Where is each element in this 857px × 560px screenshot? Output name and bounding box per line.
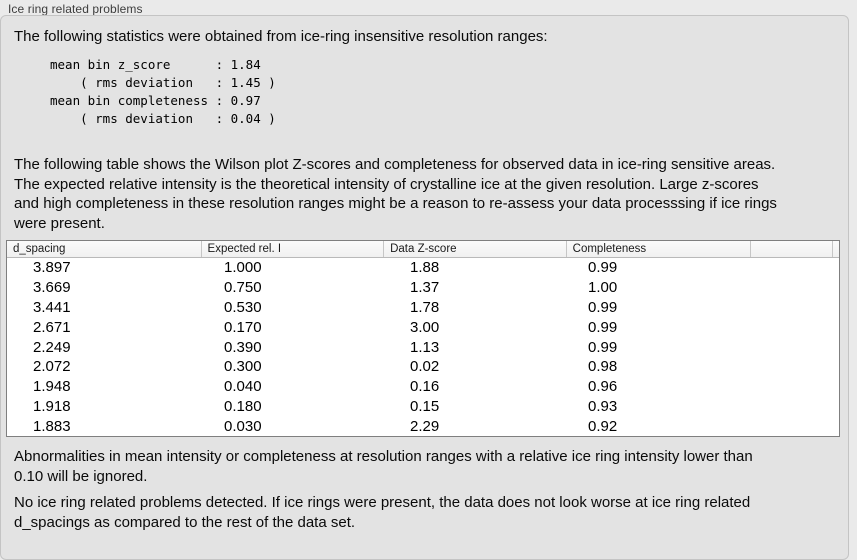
table-row[interactable]: 2.671 0.170 3.00 0.99 <box>7 317 839 337</box>
cell-completeness: 1.00 <box>588 279 618 297</box>
cell-expected-rel-i: 0.300 <box>224 358 262 376</box>
cell-expected-rel-i: 0.390 <box>224 338 262 356</box>
cell-data-z-score: 0.15 <box>410 397 440 415</box>
table-row[interactable]: 1.948 0.040 0.16 0.96 <box>7 377 839 397</box>
cell-data-z-score: 0.02 <box>410 358 440 376</box>
stats-block: mean bin z_score : 1.84 ( rms deviation … <box>50 57 276 126</box>
cell-d-spacing: 1.883 <box>33 417 71 435</box>
ice-ring-panel: The following statistics were obtained f… <box>0 15 849 560</box>
cell-expected-rel-i: 1.000 <box>224 259 262 277</box>
cell-d-spacing: 3.669 <box>33 279 71 297</box>
cell-d-spacing: 2.249 <box>33 338 71 356</box>
table-row[interactable]: 2.072 0.300 0.02 0.98 <box>7 357 839 377</box>
table-row[interactable]: 3.669 0.750 1.37 1.00 <box>7 278 839 298</box>
cell-data-z-score: 1.13 <box>410 338 440 356</box>
column-header-empty[interactable] <box>751 241 834 257</box>
table-row[interactable]: 2.249 0.390 1.13 0.99 <box>7 337 839 357</box>
table-row[interactable]: 1.883 0.030 2.29 0.92 <box>7 416 839 436</box>
cell-d-spacing: 3.441 <box>33 298 71 316</box>
table-row[interactable]: 3.441 0.530 1.78 0.99 <box>7 298 839 318</box>
cell-completeness: 0.98 <box>588 358 618 376</box>
cell-data-z-score: 1.37 <box>410 279 440 297</box>
cell-d-spacing: 3.897 <box>33 259 71 277</box>
cell-completeness: 0.99 <box>588 298 618 316</box>
table-header-row: d_spacing Expected rel. I Data Z-score C… <box>7 241 839 258</box>
stats-intro-text: The following statistics were obtained f… <box>14 28 548 45</box>
cell-d-spacing: 1.918 <box>33 397 71 415</box>
cell-completeness: 0.99 <box>588 338 618 356</box>
cell-d-spacing: 1.948 <box>33 378 71 396</box>
column-header-data-z-score[interactable]: Data Z-score <box>384 241 567 257</box>
column-header-filler <box>833 241 839 257</box>
cell-completeness: 0.92 <box>588 417 618 435</box>
table-body: 3.897 1.000 1.88 0.99 3.669 0.750 1.37 1… <box>7 258 839 436</box>
ignore-rule-text: Abnormalities in mean intensity or compl… <box>14 448 753 485</box>
cell-completeness: 0.99 <box>588 318 618 336</box>
cell-expected-rel-i: 0.180 <box>224 397 262 415</box>
cell-expected-rel-i: 0.530 <box>224 298 262 316</box>
cell-completeness: 0.93 <box>588 397 618 415</box>
cell-completeness: 0.99 <box>588 259 618 277</box>
column-header-expected-rel-i[interactable]: Expected rel. I <box>202 241 385 257</box>
cell-expected-rel-i: 0.030 <box>224 417 262 435</box>
table-intro-text: The following table shows the Wilson plo… <box>14 156 777 232</box>
cell-expected-rel-i: 0.750 <box>224 279 262 297</box>
column-header-completeness[interactable]: Completeness <box>567 241 752 257</box>
cell-d-spacing: 2.072 <box>33 358 71 376</box>
column-header-d-spacing[interactable]: d_spacing <box>7 241 202 257</box>
conclusion-text: No ice ring related problems detected. I… <box>14 494 751 531</box>
cell-d-spacing: 2.671 <box>33 318 71 336</box>
cell-data-z-score: 3.00 <box>410 318 440 336</box>
cell-expected-rel-i: 0.170 <box>224 318 262 336</box>
cell-data-z-score: 0.16 <box>410 378 440 396</box>
table-row[interactable]: 3.897 1.000 1.88 0.99 <box>7 258 839 278</box>
cell-expected-rel-i: 0.040 <box>224 378 262 396</box>
section-title: Ice ring related problems <box>8 2 143 16</box>
cell-data-z-score: 1.88 <box>410 259 440 277</box>
cell-data-z-score: 2.29 <box>410 417 440 435</box>
cell-completeness: 0.96 <box>588 378 618 396</box>
cell-data-z-score: 1.78 <box>410 298 440 316</box>
table-row[interactable]: 1.918 0.180 0.15 0.93 <box>7 396 839 416</box>
ice-ring-table: d_spacing Expected rel. I Data Z-score C… <box>6 240 840 437</box>
